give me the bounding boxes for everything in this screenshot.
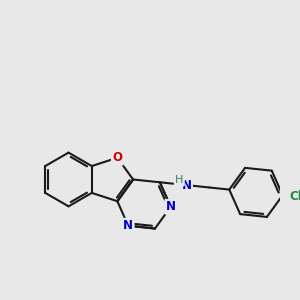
Text: O: O <box>112 151 122 164</box>
Text: N: N <box>166 200 176 213</box>
Text: N: N <box>182 178 191 192</box>
Text: H: H <box>175 175 184 185</box>
Text: N: N <box>123 219 133 232</box>
Text: Cl: Cl <box>289 190 300 203</box>
